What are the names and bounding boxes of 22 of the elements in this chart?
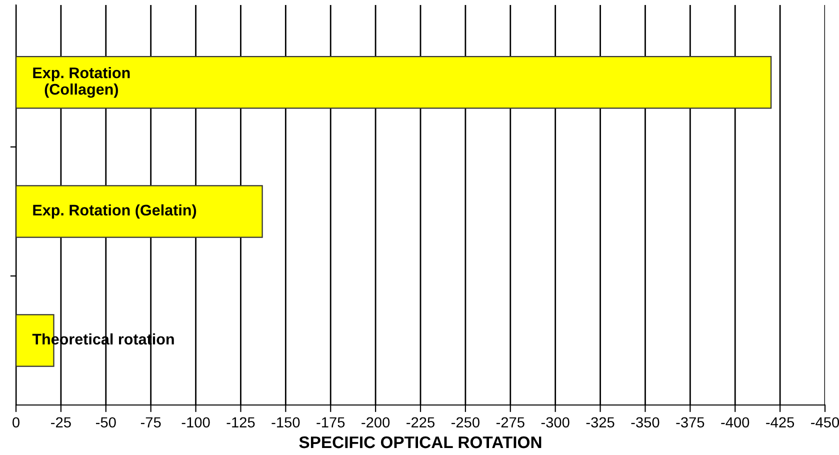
x-tick-label: -450 [811,417,839,428]
y-tick-label: Exp. Rotation (Collagen) [33,67,130,98]
x-tick-label: -375 [676,417,704,428]
x-tick-label: -150 [272,417,300,428]
x-tick-label: -100 [182,417,210,428]
x-tick-label: -350 [631,417,660,428]
x-tick-label: -275 [496,417,524,428]
x-tick-label: -325 [586,417,614,428]
x-tick-label: -200 [362,417,390,428]
x-tick-label: -225 [406,417,434,428]
x-tick-label: -250 [452,417,480,428]
x-tick-label: -75 [140,417,161,428]
x-tick-label: -425 [766,417,794,428]
x-tick-label: -125 [226,417,255,428]
x-tick-label: 0 [12,417,20,428]
x-tick-label: -25 [51,417,71,428]
x-tick-label: -50 [96,417,116,428]
x-tick-label: -300 [541,417,570,428]
y-tick-label: Exp. Rotation (Gelatin) [33,204,196,219]
x-axis-title: SPECIFIC OPTICAL ROTATION [299,436,542,448]
x-tick-label: -175 [316,417,345,428]
x-tick-label: -400 [721,417,750,428]
